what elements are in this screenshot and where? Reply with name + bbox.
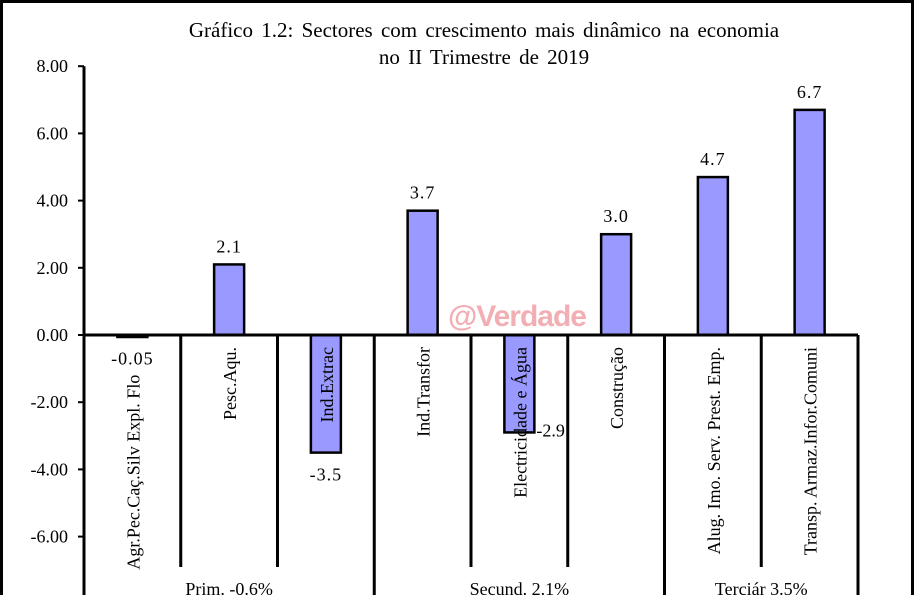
y-tick-label: -4.00 xyxy=(31,459,69,479)
chart-subtitle: no II Trimestre de 2019 xyxy=(378,45,590,69)
category-label: Alug. Imo. Serv. Prest. Emp. xyxy=(704,347,724,554)
data-label: -2.9 xyxy=(536,420,565,440)
y-tick-label: 2.00 xyxy=(37,258,69,278)
category-label: Ind.Transfor xyxy=(414,347,434,437)
category-label: Transp. Armaz.Infor.Comuni xyxy=(801,347,821,555)
group-label: Terciár 3.5% xyxy=(715,579,808,595)
data-label: 4.7 xyxy=(700,149,726,169)
y-tick-label: 8.00 xyxy=(37,56,69,76)
bar xyxy=(696,175,730,337)
data-label: 3.7 xyxy=(410,183,436,203)
y-tick-label: -6.00 xyxy=(31,527,69,547)
data-label: 6.7 xyxy=(797,82,823,102)
y-tick-label: -2.00 xyxy=(31,392,69,412)
y-tick-label: 4.00 xyxy=(37,191,69,211)
bar xyxy=(503,333,536,434)
bar xyxy=(793,108,826,337)
category-label: Pesc.Aqu. xyxy=(220,347,240,420)
watermark-logo: @Verdade xyxy=(448,300,587,333)
group-label: Secund. 2.1% xyxy=(470,579,569,595)
bar xyxy=(599,232,633,337)
data-label: -0.05 xyxy=(111,349,154,369)
y-tick-label: 6.00 xyxy=(37,123,69,143)
bar xyxy=(212,263,246,337)
group-label: Prim. -0.6% xyxy=(185,579,273,595)
category-label: Agr.Pec.Caç.Silv Expl. Flo xyxy=(123,375,143,570)
category-label: Construção xyxy=(607,347,627,429)
data-label: 3.0 xyxy=(603,206,629,226)
y-tick-label: 0.00 xyxy=(37,325,69,345)
data-label: -3.5 xyxy=(310,465,343,485)
bar xyxy=(406,209,439,337)
category-label: Ind.Extrac xyxy=(317,347,337,422)
category-label: Electricidade e Água xyxy=(509,347,530,498)
chart-title: Gráfico 1.2: Sectores com crescimento ma… xyxy=(188,18,780,42)
data-label: 2.1 xyxy=(216,236,242,256)
